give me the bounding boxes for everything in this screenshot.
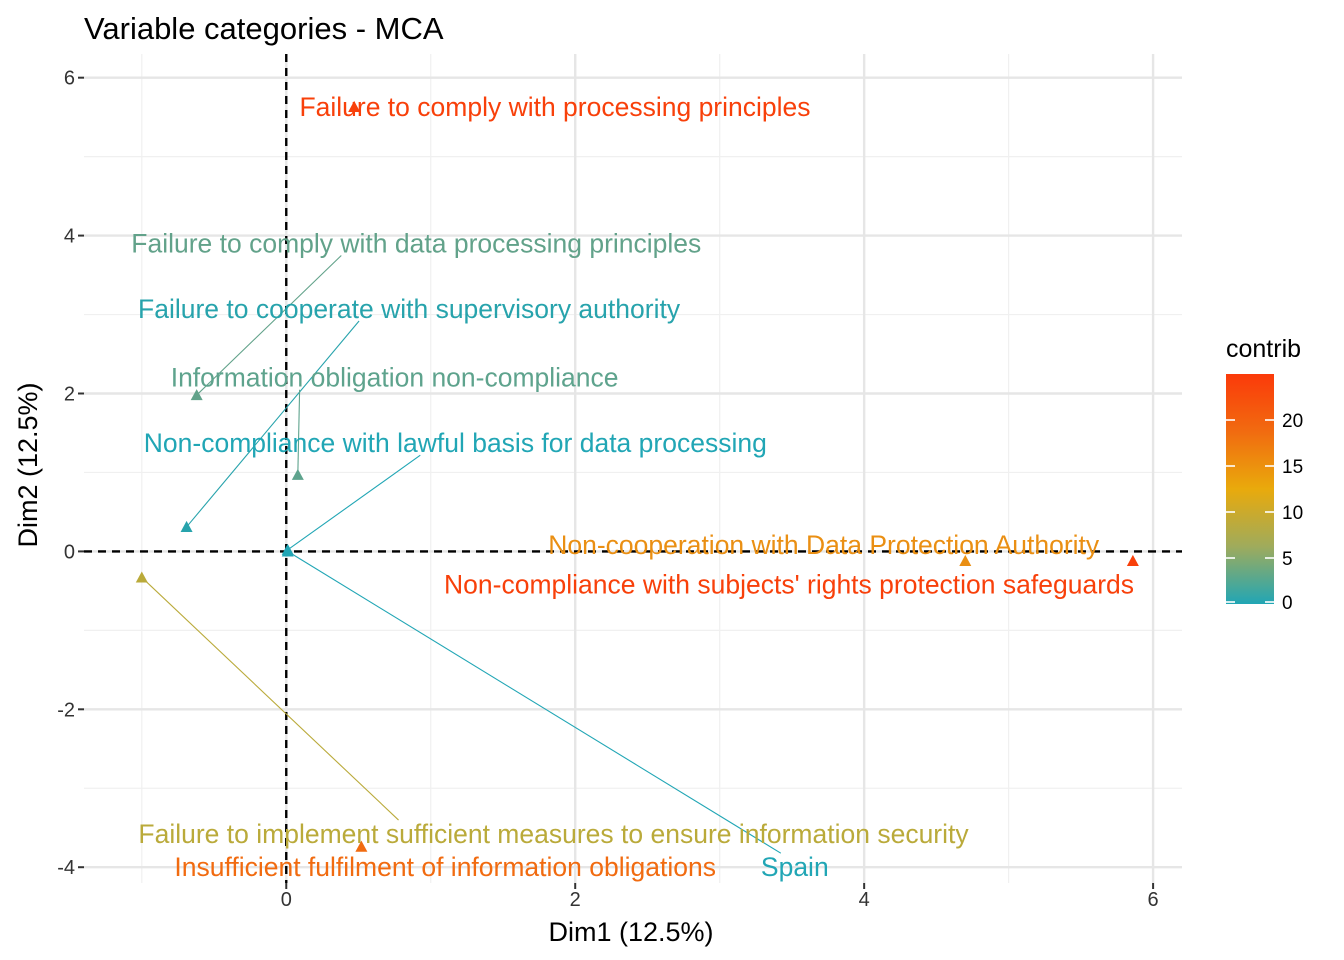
leader-line	[141, 577, 399, 821]
leader-line	[186, 320, 360, 528]
point-label: Failure to implement sufficient measures…	[138, 819, 969, 849]
legend-tick-label: 10	[1282, 503, 1303, 524]
y-tick-label: 2	[64, 383, 75, 405]
legend-tick-label: 15	[1282, 457, 1303, 478]
x-axis-title: Dim1 (12.5%)	[548, 917, 713, 947]
data-point	[190, 389, 203, 401]
point-label: Non-compliance with subjects' rights pro…	[444, 570, 1134, 600]
y-tick-label: 6	[64, 68, 75, 90]
data-point	[180, 520, 193, 533]
legend: contrib 0 5 10 15 20	[1226, 335, 1303, 614]
point-label: Failure to comply with data processing p…	[131, 228, 701, 258]
legend-tick-label: 20	[1282, 411, 1303, 432]
point-label: Non-compliance with lawful basis for dat…	[144, 428, 767, 458]
data-point	[135, 571, 148, 583]
x-tick-label: 2	[570, 889, 581, 911]
legend-title: contrib	[1226, 335, 1301, 363]
leader-line	[196, 255, 342, 396]
legend-tick-label: 0	[1282, 593, 1293, 614]
y-tick-label: -2	[57, 699, 75, 721]
data-point	[348, 100, 361, 112]
x-tick-label: 6	[1148, 889, 1159, 911]
x-tick-label: 4	[859, 889, 870, 911]
data-point	[1126, 554, 1139, 566]
point-label: Spain	[761, 852, 829, 882]
y-axis-title: Dim2 (12.5%)	[13, 382, 43, 547]
y-tick-label: 4	[64, 226, 75, 248]
leader-line	[287, 550, 782, 854]
leader-line	[287, 454, 421, 551]
y-tick-label: 0	[64, 541, 75, 563]
point-label: Failure to cooperate with supervisory au…	[138, 294, 681, 324]
point-label: Information obligation non-compliance	[171, 363, 619, 393]
legend-tick-label: 5	[1282, 549, 1293, 570]
y-tick-label: -4	[57, 857, 75, 879]
data-point	[291, 468, 304, 480]
point-label: Non-cooperation with Data Protection Aut…	[548, 530, 1100, 560]
leader-line	[297, 389, 301, 475]
chart-title: Variable categories - MCA	[84, 11, 444, 46]
data-point	[281, 545, 294, 557]
point-label: Failure to comply with processing princi…	[299, 92, 810, 122]
data-point	[959, 554, 972, 566]
data-point	[355, 840, 368, 852]
legend-colorbar	[1226, 374, 1274, 604]
x-tick-label: 0	[281, 889, 292, 911]
plot-area: 0 2 4 6 -4 -2 0 2 4 6 Failure to comply with proce…	[57, 54, 1182, 911]
point-label: Insufficient fulfilment of information o…	[174, 852, 716, 882]
